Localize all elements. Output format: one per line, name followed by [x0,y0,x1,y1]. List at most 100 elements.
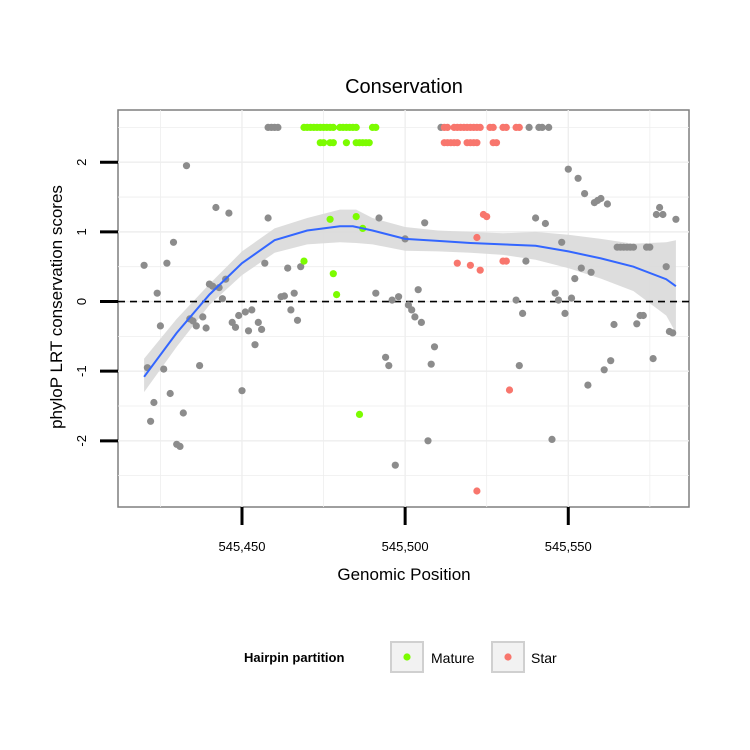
point-star [492,139,501,147]
point-other [421,219,429,227]
x-axis: 545,450 545,500 545,550 [218,507,592,554]
point-other [603,200,612,208]
point-other [290,289,298,297]
point-other [225,209,233,217]
legend-label-mature: Mature [431,650,475,666]
point-other [147,417,155,425]
point-other [548,435,556,443]
point-other [610,320,618,329]
point-other [192,322,200,330]
point-star [473,139,481,147]
point-other [581,190,589,198]
point-other [261,259,269,267]
chart-title: Conservation [345,76,463,98]
point-other [430,343,439,351]
point-other [169,238,178,246]
point-other [280,292,288,300]
point-other [248,306,256,314]
point-other [251,341,259,349]
point-other [427,360,435,368]
x-tick-label: 545,500 [382,539,429,554]
point-other [567,294,576,302]
point-mature [300,257,308,265]
point-other [150,398,158,407]
point-other [244,327,253,335]
legend-swatch-star [504,653,512,661]
point-other [571,275,579,283]
point-other [140,261,148,269]
point-other [408,306,416,314]
point-other [297,263,305,271]
point-other [669,329,677,337]
point-mature [352,123,360,131]
point-other [231,323,240,331]
point-other [382,353,390,361]
point-other [597,194,605,203]
point-other [241,308,249,316]
point-other [541,219,550,228]
point-other [388,296,396,304]
point-other [672,215,680,223]
y-tick-label: 2 [74,159,89,166]
point-other [202,324,210,332]
point-other [163,259,171,267]
point-other [577,264,585,272]
point-mature [372,123,380,131]
point-other [525,123,533,131]
point-other [235,311,243,320]
point-mature [342,139,350,147]
point-other [293,316,302,324]
point-mature [352,213,360,221]
point-other [574,174,582,182]
point-other [414,286,422,294]
x-tick-label: 545,550 [545,539,592,554]
x-axis-title: Genomic Position [337,565,470,584]
point-other [411,313,419,321]
confidence-band-layer [144,209,676,393]
point-other [649,355,657,363]
point-other [554,296,563,304]
point-other [179,409,187,417]
point-other [532,214,540,222]
y-tick-label: -1 [74,365,89,377]
point-star [489,123,497,131]
point-other [212,203,220,212]
y-axis-title: phyloP LRT conservation scores [47,185,66,429]
legend: Hairpin partition Mature Star [244,641,557,673]
point-other [258,325,266,333]
point-other [629,243,638,251]
point-other [656,203,664,212]
point-star [466,261,474,269]
point-other [287,306,295,314]
point-other [558,238,566,246]
point-other [372,289,380,297]
point-other [391,461,399,469]
point-other [284,264,292,272]
point-other [417,318,425,326]
point-other [551,289,559,297]
y-tick-label: 0 [74,298,89,305]
point-other [522,257,530,265]
point-mature [329,123,337,131]
point-other [209,282,217,290]
point-other [545,123,553,131]
point-mature [326,215,334,223]
point-other [218,295,226,303]
point-other [424,437,432,445]
point-star [476,123,484,131]
point-other [274,123,282,131]
point-other [375,214,383,222]
points-layer [140,123,680,495]
point-other [395,293,403,301]
point-mature [320,139,328,147]
point-other [564,165,572,173]
point-other [515,362,523,370]
point-other [538,123,546,131]
point-other [238,387,246,395]
point-star [473,233,481,242]
point-star [443,123,452,131]
point-mature [329,139,337,147]
point-mature [355,410,364,418]
y-axis: -2 -1 0 1 2 [74,159,118,447]
